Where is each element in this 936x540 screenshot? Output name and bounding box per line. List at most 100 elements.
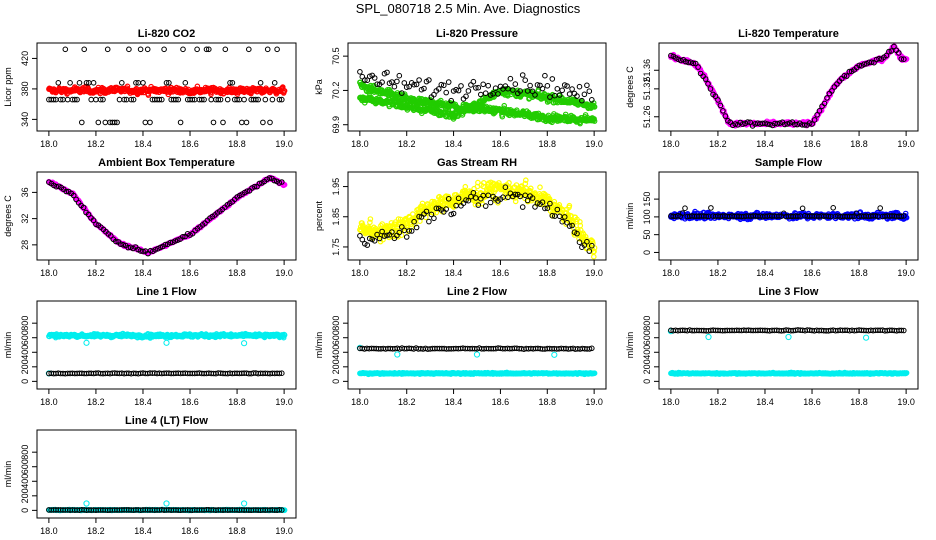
data-point — [505, 85, 511, 92]
x-tick-label: 18.8 — [228, 397, 246, 407]
data-point — [576, 239, 583, 245]
data-point — [206, 46, 212, 53]
data-point — [381, 233, 388, 239]
data-point — [359, 236, 366, 243]
data-point — [371, 75, 378, 81]
data-point — [898, 213, 905, 220]
data-point — [83, 339, 90, 346]
data-point — [903, 56, 910, 62]
data-point — [576, 83, 583, 90]
chart-title: Li-820 Temperature — [738, 28, 839, 40]
data-point — [685, 59, 692, 66]
x-tick-label: 18.0 — [662, 139, 680, 149]
data-point — [825, 213, 832, 220]
y-tick-label: 70.2 — [331, 82, 341, 100]
data-point — [774, 121, 781, 127]
data-point — [537, 184, 543, 191]
data-point — [147, 119, 153, 126]
data-point — [886, 48, 892, 55]
data-point — [100, 96, 106, 103]
data-point — [227, 80, 233, 86]
data-point — [367, 216, 374, 222]
y-tick-label: 0 — [642, 250, 652, 255]
data-point — [280, 334, 287, 341]
data-point — [539, 85, 546, 92]
y-tick-label: 51.36 — [642, 59, 652, 82]
data-point — [72, 96, 78, 103]
data-point — [128, 96, 134, 103]
data-point — [67, 80, 73, 86]
data-point — [519, 72, 526, 78]
x-tick-label: 18.4 — [134, 397, 152, 407]
data-point — [898, 56, 905, 62]
data-point — [762, 120, 768, 126]
data-point — [281, 88, 288, 94]
data-point — [806, 120, 813, 126]
data-point — [403, 234, 410, 240]
data-point — [142, 119, 149, 126]
data-point — [199, 96, 205, 103]
data-points — [46, 46, 288, 126]
data-point — [120, 242, 126, 248]
plot-frame — [658, 171, 919, 261]
data-point — [844, 73, 850, 79]
x-tick-label: 18.2 — [709, 268, 727, 278]
data-point — [215, 96, 222, 103]
data-point — [177, 119, 184, 126]
data-point — [591, 104, 598, 110]
data-point — [220, 119, 226, 126]
data-point — [495, 91, 501, 97]
data-point — [243, 119, 250, 126]
data-point — [829, 88, 835, 94]
y-tick-label: 400 — [20, 345, 30, 360]
data-point — [163, 80, 170, 86]
data-point — [512, 198, 519, 205]
data-point — [194, 46, 200, 53]
data-point — [180, 46, 186, 53]
x-tick-label: 19.0 — [897, 268, 915, 278]
data-point — [586, 248, 593, 254]
data-point — [590, 253, 597, 260]
page-title: SPL_080718 2.5 Min. Ave. Diagnostics — [355, 1, 581, 16]
x-tick-label: 18.0 — [662, 268, 680, 278]
data-point — [50, 96, 57, 103]
data-point — [423, 208, 430, 215]
data-point — [549, 76, 556, 82]
data-point — [448, 97, 455, 104]
data-point — [473, 195, 479, 201]
data-point — [856, 62, 863, 69]
x-tick-label: 18.4 — [445, 139, 463, 149]
y-tick-label: 28 — [20, 240, 30, 250]
data-point — [502, 195, 509, 201]
data-point — [83, 80, 90, 86]
data-point — [431, 91, 437, 98]
data-point — [475, 84, 482, 91]
y-tick-label: 800 — [20, 316, 30, 331]
data-point — [431, 215, 437, 222]
data-points — [46, 174, 288, 257]
data-point — [784, 121, 791, 127]
data-point — [564, 83, 570, 89]
chart-title: Line 2 Flow — [447, 286, 507, 298]
data-point — [764, 121, 771, 127]
data-point — [57, 96, 64, 103]
x-tick-label: 19.0 — [275, 139, 293, 149]
data-point — [901, 213, 907, 219]
x-tick-label: 19.0 — [585, 139, 603, 149]
data-point — [279, 96, 285, 103]
data-point — [253, 96, 259, 103]
data-point — [269, 96, 276, 103]
data-point — [574, 230, 580, 237]
data-point — [445, 79, 452, 85]
data-point — [222, 46, 229, 53]
chart-title: Li-820 CO2 — [138, 28, 195, 40]
data-point — [260, 119, 266, 126]
data-point — [371, 238, 378, 244]
data-point — [189, 96, 196, 103]
x-tick-label: 18.4 — [134, 268, 152, 278]
y-tick-label: 200 — [20, 359, 30, 374]
chart-title: Gas Stream RH — [437, 157, 517, 169]
data-point — [63, 188, 69, 195]
